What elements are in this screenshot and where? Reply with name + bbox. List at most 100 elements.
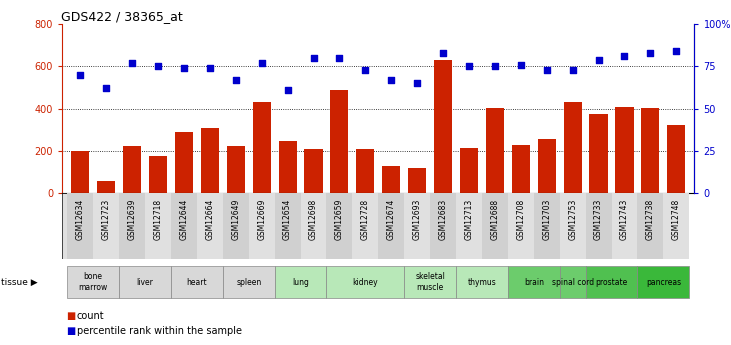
Text: GSM12748: GSM12748	[672, 198, 681, 240]
Bar	[327, 266, 404, 298]
Text: bone
marrow: bone marrow	[79, 272, 108, 292]
Text: spinal cord: spinal cord	[552, 277, 594, 287]
Bar	[486, 108, 504, 193]
Text: GSM12733: GSM12733	[594, 198, 603, 240]
Bar	[460, 148, 478, 193]
Text: GSM12718: GSM12718	[154, 198, 162, 239]
Bar	[119, 266, 171, 298]
Bar	[171, 193, 197, 259]
Bar	[149, 156, 167, 193]
Point	[256, 60, 268, 66]
Text: GSM12723: GSM12723	[102, 198, 110, 240]
Bar	[534, 193, 560, 259]
Text: GSM12639: GSM12639	[128, 198, 137, 240]
Point	[75, 72, 86, 78]
Bar	[612, 193, 637, 259]
Bar	[560, 266, 586, 298]
Bar	[589, 114, 607, 193]
Bar	[171, 266, 223, 298]
Bar	[512, 145, 530, 193]
Bar	[227, 146, 245, 193]
Bar	[279, 141, 297, 193]
Bar	[97, 180, 115, 193]
Text: GSM12743: GSM12743	[620, 198, 629, 240]
Text: tissue ▶: tissue ▶	[1, 277, 38, 287]
Text: lung: lung	[292, 277, 309, 287]
Bar	[586, 193, 612, 259]
Bar	[197, 193, 223, 259]
Text: count: count	[77, 311, 105, 321]
Bar	[382, 166, 401, 193]
Text: GSM12708: GSM12708	[516, 198, 526, 240]
Point	[593, 57, 605, 62]
Point	[437, 50, 449, 56]
Text: GSM12693: GSM12693	[413, 198, 422, 240]
Point	[308, 55, 319, 61]
Bar	[641, 108, 659, 193]
Bar	[249, 193, 275, 259]
Bar	[564, 102, 582, 193]
Point	[541, 67, 553, 72]
Bar	[434, 60, 452, 193]
Text: heart: heart	[186, 277, 207, 287]
Text: pancreas: pancreas	[645, 277, 681, 287]
Text: GSM12664: GSM12664	[205, 198, 214, 240]
Bar	[201, 128, 219, 193]
Text: prostate: prostate	[595, 277, 628, 287]
Text: GSM12674: GSM12674	[387, 198, 395, 240]
Point	[645, 50, 656, 56]
Text: GSM12659: GSM12659	[335, 198, 344, 240]
Bar	[223, 266, 275, 298]
Point	[463, 63, 475, 69]
Bar	[637, 193, 663, 259]
Point	[567, 67, 578, 72]
Bar	[123, 146, 141, 193]
Text: GSM12713: GSM12713	[464, 198, 474, 240]
Text: thymus: thymus	[468, 277, 496, 287]
Bar	[356, 149, 374, 193]
Point	[360, 67, 371, 72]
Point	[126, 60, 138, 66]
Bar	[408, 168, 426, 193]
Text: ■: ■	[66, 326, 75, 336]
Text: liver: liver	[137, 277, 154, 287]
Bar	[379, 193, 404, 259]
Text: kidney: kidney	[352, 277, 378, 287]
Bar	[637, 266, 689, 298]
Point	[670, 48, 682, 54]
Bar	[67, 193, 94, 259]
Bar	[663, 193, 689, 259]
Text: GSM12683: GSM12683	[439, 198, 447, 240]
Text: skeletal
muscle: skeletal muscle	[415, 272, 445, 292]
Point	[100, 86, 112, 91]
Bar	[616, 107, 634, 193]
Bar	[482, 193, 508, 259]
Text: GSM12728: GSM12728	[361, 198, 370, 239]
Bar	[300, 193, 327, 259]
Bar	[404, 266, 456, 298]
Text: GSM12634: GSM12634	[76, 198, 85, 240]
Bar	[304, 149, 322, 193]
Bar	[330, 90, 349, 193]
Point	[618, 53, 630, 59]
Bar	[456, 266, 508, 298]
Point	[412, 80, 423, 86]
Point	[204, 65, 216, 71]
Bar	[94, 193, 119, 259]
Point	[515, 62, 526, 68]
Text: GSM12698: GSM12698	[309, 198, 318, 240]
Point	[333, 55, 345, 61]
Bar	[119, 193, 145, 259]
Bar	[175, 132, 193, 193]
Text: percentile rank within the sample: percentile rank within the sample	[77, 326, 242, 336]
Text: ■: ■	[66, 311, 75, 321]
Bar	[275, 266, 327, 298]
Text: GSM12669: GSM12669	[257, 198, 266, 240]
Bar	[508, 266, 560, 298]
Point	[281, 87, 293, 93]
Text: brain: brain	[524, 277, 544, 287]
Bar	[456, 193, 482, 259]
Text: GSM12654: GSM12654	[283, 198, 292, 240]
Bar	[145, 193, 171, 259]
Bar	[508, 193, 534, 259]
